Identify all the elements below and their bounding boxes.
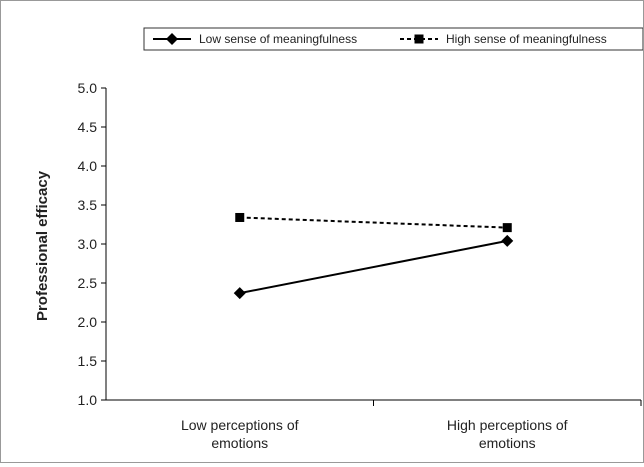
y-tick-label: 4.0 xyxy=(78,158,98,174)
y-tick-label: 3.0 xyxy=(78,236,98,252)
plot-area xyxy=(233,212,514,300)
axes xyxy=(105,88,642,406)
x-category-label: emotions xyxy=(479,435,536,451)
y-tick-label: 2.5 xyxy=(78,275,98,291)
y-ticks: 1.0 1.5 2.0 2.5 3.0 3.5 4.0 4.5 5.0 xyxy=(78,80,106,408)
series-1 xyxy=(233,234,514,300)
series-line xyxy=(239,239,508,295)
y-tick-label: 1.0 xyxy=(78,392,98,408)
data-point-marker xyxy=(502,223,512,233)
legend-label: Low sense of meaningfulness xyxy=(199,32,357,46)
x-category-label: High perceptions of xyxy=(447,417,568,433)
series-2 xyxy=(235,212,512,233)
legend-marker xyxy=(166,33,178,45)
x-category-label: emotions xyxy=(211,435,268,451)
data-point-marker xyxy=(235,212,245,222)
y-tick-label: 5.0 xyxy=(78,80,98,96)
y-tick-label: 4.5 xyxy=(78,119,98,135)
x-category-label: Low perceptions of xyxy=(181,417,299,433)
legend-item: High sense of meaningfulness xyxy=(400,32,607,46)
legend: Low sense of meaningfulness High sense of… xyxy=(143,27,644,51)
legend-item: Low sense of meaningfulness xyxy=(153,32,357,46)
y-tick-label: 2.0 xyxy=(78,314,98,330)
x-categories: Low perceptions of emotions High perceptio… xyxy=(181,417,568,451)
series-line xyxy=(239,216,508,229)
y-tick-label: 1.5 xyxy=(78,353,98,369)
legend-marker xyxy=(414,34,424,44)
y-axis-title: Professional efficacy xyxy=(34,170,51,321)
legend-label: High sense of meaningfulness xyxy=(446,32,607,46)
data-point-marker xyxy=(501,234,514,247)
y-tick-label: 3.5 xyxy=(78,197,98,213)
data-point-marker xyxy=(233,287,246,300)
